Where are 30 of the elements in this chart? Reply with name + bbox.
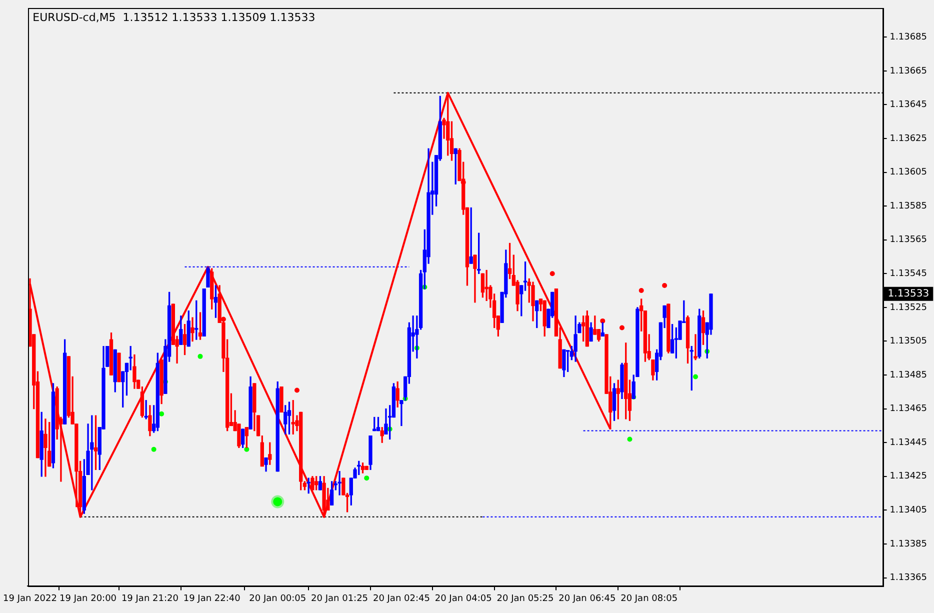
- x-tick-label: 19 Jan 2022: [3, 594, 57, 604]
- x-tick-label: 20 Jan 05:25: [496, 594, 554, 604]
- x-tick-label: 20 Jan 06:45: [558, 594, 616, 604]
- x-tick-label: 20 Jan 01:25: [311, 594, 368, 604]
- x-tick-label: 19 Jan 21:20: [121, 594, 179, 604]
- y-tick-label: 1.13445: [890, 438, 927, 448]
- y-tick-label: 1.13565: [890, 235, 927, 246]
- y-tick-label: 1.13505: [890, 336, 927, 347]
- y-tick-label: 1.13425: [890, 472, 927, 482]
- y-tick-label: 1.13405: [890, 506, 927, 516]
- y-tick-label: 1.13465: [890, 404, 927, 414]
- chart-title: EURUSD-cd,M5 1.13512 1.13533 1.13509 1.13533: [30, 11, 318, 24]
- y-tick-label: 1.13525: [890, 302, 927, 313]
- y-tick-label: 1.13645: [890, 100, 927, 110]
- y-tick-label: 1.13605: [890, 168, 927, 178]
- y-tick-label: 1.13625: [890, 134, 927, 144]
- y-tick-label: 1.13365: [890, 573, 927, 584]
- x-tick-label: 20 Jan 00:05: [249, 594, 306, 604]
- y-tick-label: 1.13485: [890, 370, 927, 380]
- y-tick-label: 1.13685: [890, 32, 927, 42]
- x-tick-label: 20 Jan 02:45: [372, 594, 430, 604]
- y-tick-label: 1.13665: [890, 66, 927, 76]
- text: 1.13533: [888, 288, 930, 300]
- y-tick-label: 1.13585: [890, 201, 927, 212]
- x-tick-label: 20 Jan 08:05: [620, 594, 678, 604]
- x-tick-label: 19 Jan 22:40: [183, 594, 241, 604]
- x-tick-label: 20 Jan 04:05: [434, 594, 492, 604]
- y-tick-label: 1.13385: [890, 539, 927, 550]
- y-tick-label: 1.13545: [890, 268, 927, 279]
- x-tick-label: 19 Jan 20:00: [60, 594, 117, 604]
